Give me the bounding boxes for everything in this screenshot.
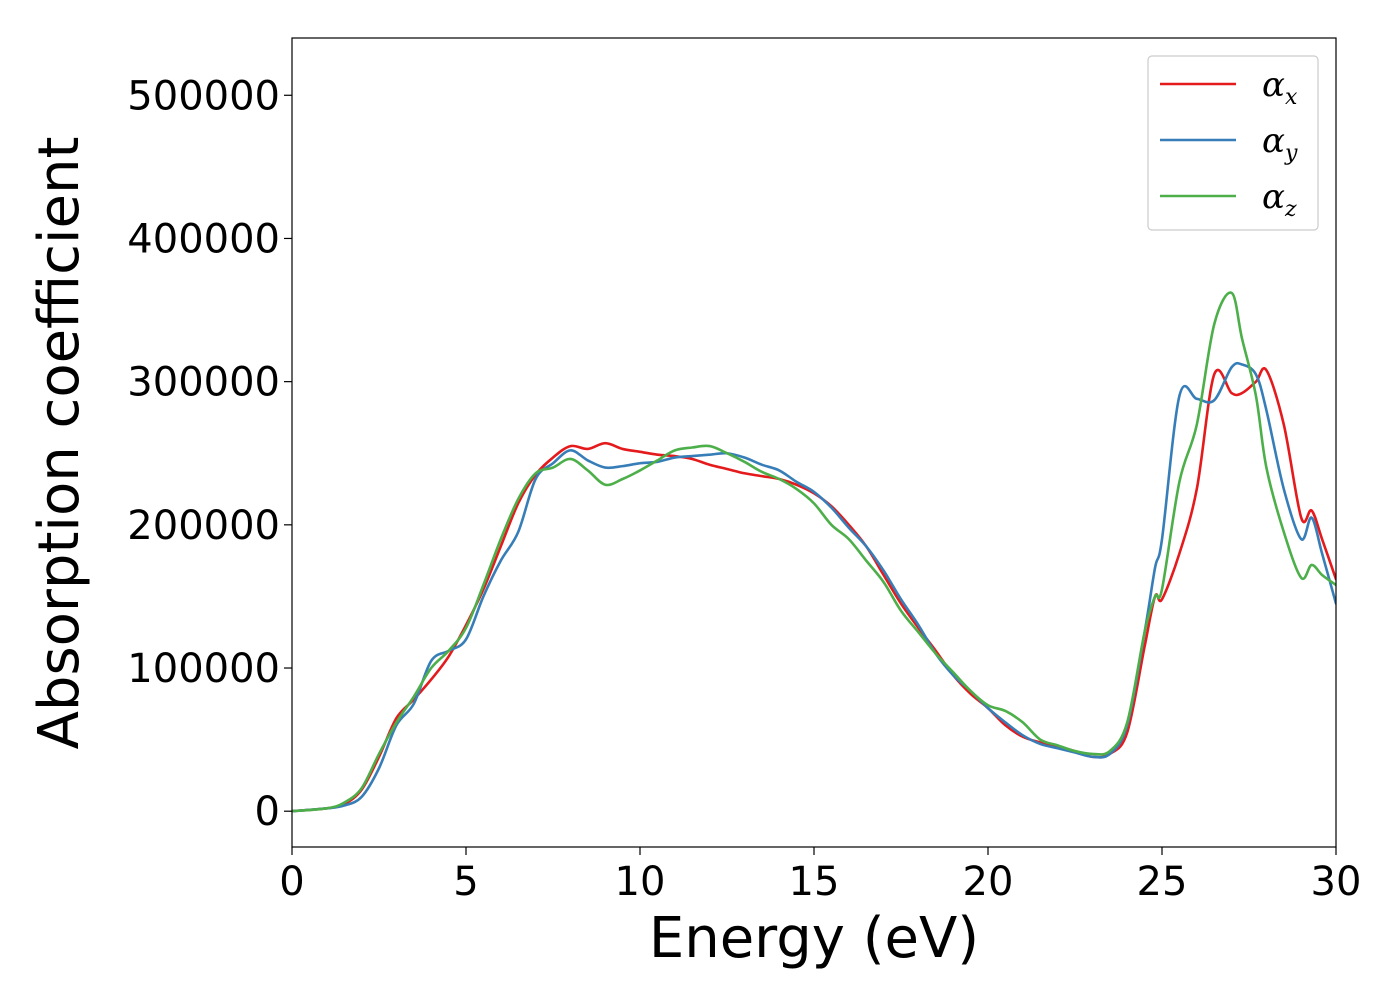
legend-label-z: αz — [1262, 177, 1297, 222]
series-lines — [292, 291, 1336, 813]
series-line-y — [292, 361, 1336, 813]
x-tick-label: 10 — [615, 859, 666, 905]
y-tick-label: 300000 — [127, 360, 280, 406]
y-tick-label: 200000 — [127, 503, 280, 549]
x-tick-label: 25 — [1137, 859, 1188, 905]
x-tick-label: 15 — [789, 859, 840, 905]
x-tick-label: 20 — [963, 859, 1014, 905]
y-axis-ticks: 0 100000 200000 300000 400000 500000 — [127, 73, 292, 835]
x-tick-label: 0 — [279, 859, 304, 905]
x-axis-label: Energy (eV) — [649, 906, 979, 971]
y-tick-label: 500000 — [127, 73, 280, 119]
y-axis-label: Absorption coefficient — [27, 137, 92, 750]
y-tick-label: 400000 — [127, 216, 280, 262]
x-tick-label: 5 — [453, 859, 478, 905]
y-tick-label: 100000 — [127, 646, 280, 692]
legend-label-y: αy — [1262, 121, 1298, 166]
y-tick-label: 0 — [255, 789, 280, 835]
series-line-z — [292, 291, 1336, 813]
legend: αx αy αz — [1147, 55, 1319, 231]
legend-label-x: αx — [1262, 65, 1298, 110]
x-axis-ticks: 0 5 10 15 20 25 30 — [279, 847, 1361, 905]
legend-box — [1147, 55, 1319, 231]
x-tick-label: 30 — [1311, 859, 1362, 905]
series-line-x — [292, 367, 1336, 813]
